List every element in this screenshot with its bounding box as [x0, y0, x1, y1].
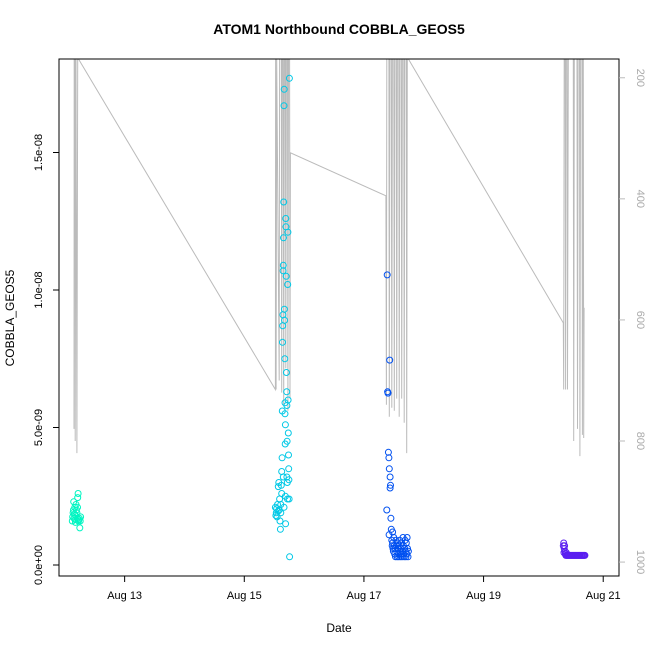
- y-axis: 0.0e+00 5.0e-09 1.0e-08 1.5e-08: [33, 134, 59, 585]
- secondary-y-tick-label: 1000: [634, 550, 646, 574]
- data-point: [386, 356, 394, 364]
- data-point: [281, 316, 289, 324]
- chart-title: ATOM1 Northbound COBBLA_GEOS5: [213, 21, 465, 37]
- data-point: [386, 473, 394, 481]
- data-point: [385, 454, 393, 462]
- data-point: [385, 465, 393, 473]
- data-point: [283, 388, 291, 396]
- secondary-y-tick-label: 800: [634, 432, 646, 450]
- x-axis: Aug 13 Aug 15 Aug 17 Aug 19 Aug 21: [107, 576, 621, 602]
- x-axis-label: Date: [326, 621, 352, 635]
- x-tick-label: Aug 13: [107, 590, 142, 602]
- data-point: [71, 518, 79, 526]
- data-point: [74, 494, 82, 502]
- data-point: [387, 481, 394, 489]
- data-point: [74, 490, 82, 497]
- data-point: [280, 102, 288, 110]
- x-tick-label: Aug 19: [466, 590, 501, 602]
- data-point: [389, 528, 397, 536]
- y-tick-label: 0.0e+00: [33, 545, 45, 585]
- x-tick-label: Aug 15: [227, 590, 262, 602]
- data-point: [281, 410, 289, 418]
- data-point: [278, 490, 286, 497]
- y-tick-label: 5.0e-09: [33, 409, 45, 446]
- data-point: [403, 534, 411, 541]
- secondary-y-tick-label: 600: [634, 311, 646, 329]
- data-point: [277, 481, 285, 489]
- data-point: [383, 506, 391, 514]
- data-point: [280, 234, 287, 242]
- data-point: [283, 437, 291, 445]
- data-point: [387, 514, 395, 522]
- data-point: [76, 517, 84, 525]
- data-point: [280, 85, 288, 93]
- data-point: [282, 272, 290, 280]
- data-point: [284, 228, 292, 236]
- data-point: [383, 271, 391, 279]
- data-point: [282, 215, 290, 222]
- data-point: [285, 451, 292, 459]
- data-point: [402, 553, 410, 561]
- data-point: [281, 399, 289, 407]
- data-point: [283, 473, 291, 481]
- data-point: [581, 551, 589, 559]
- secondary-y-tick-label: 200: [634, 69, 646, 87]
- altitude-line: [73, 59, 585, 457]
- data-point: [285, 495, 293, 503]
- secondary-y-tick-label: 400: [634, 190, 646, 208]
- data-point: [284, 429, 292, 437]
- data-point: [77, 513, 85, 521]
- data-point: [279, 261, 287, 269]
- data-point: [562, 549, 570, 557]
- data-point: [280, 305, 288, 313]
- data-point: [278, 454, 286, 462]
- data-point: [276, 525, 284, 533]
- data-point: [286, 553, 294, 561]
- data-point: [280, 198, 288, 206]
- data-point: [277, 509, 285, 517]
- data-point: [282, 520, 290, 528]
- y-tick-label: 1.0e-08: [33, 271, 45, 308]
- data-point: [280, 503, 288, 511]
- data-point: [284, 281, 292, 288]
- data-point: [560, 549, 568, 557]
- x-tick-label: Aug 17: [346, 590, 381, 602]
- data-point: [281, 421, 289, 429]
- data-point: [282, 369, 290, 376]
- x-tick-label: Aug 21: [586, 590, 621, 602]
- data-point: [279, 473, 287, 481]
- data-point: [386, 484, 394, 492]
- secondary-y-axis: 200 400 600 800 1000: [619, 69, 646, 574]
- data-point: [384, 389, 392, 397]
- data-point: [70, 498, 78, 506]
- data-point: [276, 517, 284, 525]
- data-point: [285, 74, 293, 82]
- data-point: [279, 338, 286, 346]
- plot-frame: [58, 58, 620, 577]
- data-point: [404, 547, 412, 555]
- y-tick-label: 1.5e-08: [33, 134, 45, 171]
- data-point: [76, 524, 84, 532]
- data-point: [74, 503, 81, 511]
- altitude-layer: [73, 59, 585, 457]
- y-axis-label: COBBLA_GEOS5: [3, 269, 17, 366]
- data-point: [281, 355, 289, 363]
- points-layer: [68, 74, 589, 561]
- data-point: [285, 465, 293, 473]
